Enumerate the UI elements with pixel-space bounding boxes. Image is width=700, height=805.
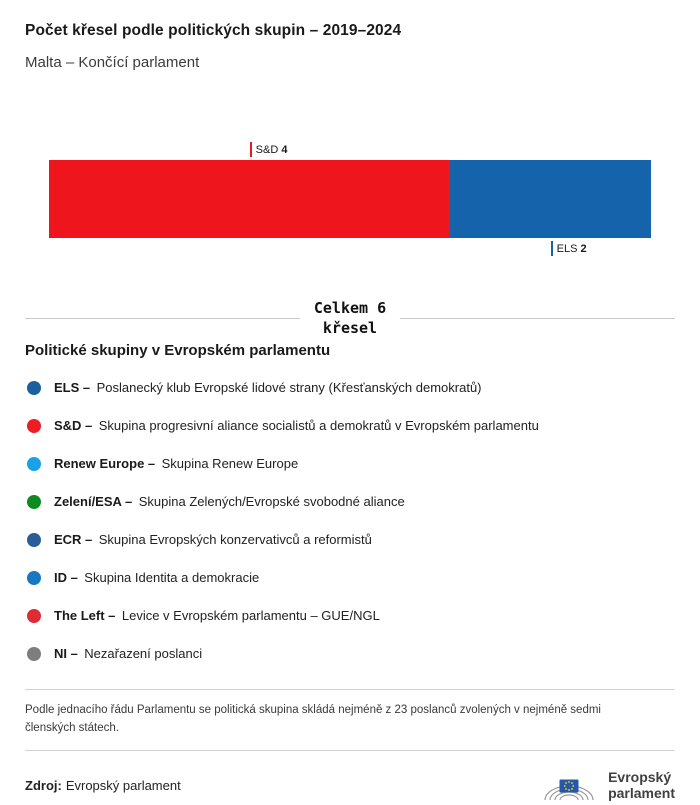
group-color-dot bbox=[27, 457, 41, 471]
bar-value-label: ELS 2 bbox=[550, 241, 587, 256]
group-description: Skupina Evropských konzervativců a refor… bbox=[98, 532, 372, 547]
label-tick bbox=[249, 142, 252, 157]
group-description: Skupina Zelených/Evropské svobodné alian… bbox=[138, 494, 405, 509]
legend-item: The Left – Levice v Evropském parlamentu… bbox=[25, 597, 675, 635]
seat-bar-chart: S&D 4 ELS 2 bbox=[49, 141, 651, 257]
legend-item: ID – Skupina Identita a demokracie bbox=[25, 559, 675, 597]
stacked-bar bbox=[49, 160, 651, 238]
total-seats-row: Celkem 6 křesel bbox=[25, 299, 675, 338]
group-color-dot bbox=[27, 571, 41, 585]
group-name: Renew Europe – bbox=[54, 456, 156, 471]
group-color-dot bbox=[27, 419, 41, 433]
group-color-dot bbox=[27, 533, 41, 547]
legend-heading: Politické skupiny v Evropském parlamentu bbox=[25, 342, 331, 359]
legend-text: S&D – Skupina progresivní aliance social… bbox=[54, 417, 539, 435]
group-color-dot bbox=[27, 495, 41, 509]
label-tick bbox=[550, 241, 553, 256]
group-name: S&D – bbox=[54, 418, 93, 433]
label-text: S&D 4 bbox=[255, 143, 288, 156]
label-text: ELS 2 bbox=[556, 242, 587, 255]
total-line2: křesel bbox=[322, 318, 378, 337]
divider bbox=[25, 689, 675, 690]
legend-text: Zelení/ESA – Skupina Zelených/Evropské s… bbox=[54, 493, 405, 511]
page-title: Počet křesel podle politických skupin – … bbox=[25, 22, 402, 39]
legend-text: The Left – Levice v Evropském parlamentu… bbox=[54, 607, 380, 625]
group-description: Skupina Identita a demokracie bbox=[84, 570, 260, 585]
legend-text: Renew Europe – Skupina Renew Europe bbox=[54, 455, 298, 473]
group-color-dot bbox=[27, 647, 41, 661]
divider bbox=[25, 749, 675, 751]
total-line1: Celkem 6 bbox=[313, 299, 387, 317]
legend-text: NI – Nezařazení poslanci bbox=[54, 645, 202, 663]
footnote: Podle jednacího řádu Parlamentu se polit… bbox=[25, 704, 601, 734]
legend-item: ECR – Skupina Evropských konzervativců a… bbox=[25, 521, 675, 559]
group-name: Zelení/ESA – bbox=[54, 494, 133, 509]
logo-line2: parlament bbox=[608, 784, 675, 801]
group-description: Skupina Renew Europe bbox=[161, 456, 299, 471]
group-name: ELS – bbox=[54, 380, 91, 395]
group-name: NI – bbox=[54, 646, 78, 661]
group-name: ECR – bbox=[54, 532, 93, 547]
legend-text: ELS – Poslanecký klub Evropské lidové st… bbox=[54, 379, 482, 397]
legend-item: NI – Nezařazení poslanci bbox=[25, 635, 675, 673]
group-description: Levice v Evropském parlamentu – GUE/NGL bbox=[121, 608, 380, 623]
bar-segment-sd bbox=[49, 160, 451, 238]
infographic-page: Počet křesel podle politických skupin – … bbox=[25, 22, 675, 800]
left-rule bbox=[25, 318, 300, 319]
bar-segment-els bbox=[450, 160, 651, 238]
group-description: Poslanecký klub Evropské lidové strany (… bbox=[96, 380, 482, 395]
legend-list: ELS – Poslanecký klub Evropské lidové st… bbox=[25, 369, 675, 673]
legend-item: S&D – Skupina progresivní aliance social… bbox=[25, 407, 675, 445]
legend-item: Zelení/ESA – Skupina Zelených/Evropské s… bbox=[25, 483, 675, 521]
bar-value-label: S&D 4 bbox=[249, 142, 288, 157]
legend-text: ECR – Skupina Evropských konzervativců a… bbox=[54, 531, 372, 549]
group-color-dot bbox=[27, 381, 41, 395]
legend-item: ELS – Poslanecký klub Evropské lidové st… bbox=[25, 369, 675, 407]
legend-item: Renew Europe – Skupina Renew Europe bbox=[25, 445, 675, 483]
group-description: Nezařazení poslanci bbox=[84, 646, 203, 661]
logo-line1: Evropský bbox=[608, 768, 672, 785]
group-name: The Left – bbox=[54, 608, 116, 623]
right-rule bbox=[400, 318, 675, 319]
group-description: Skupina progresivní aliance socialistů a… bbox=[98, 418, 539, 433]
legend-text: ID – Skupina Identita a demokracie bbox=[54, 569, 259, 587]
group-name: ID – bbox=[54, 570, 78, 585]
group-color-dot bbox=[27, 609, 41, 623]
page-subtitle: Malta – Končící parlament bbox=[25, 54, 200, 71]
total-seats-label: Celkem 6 křesel bbox=[314, 299, 386, 338]
